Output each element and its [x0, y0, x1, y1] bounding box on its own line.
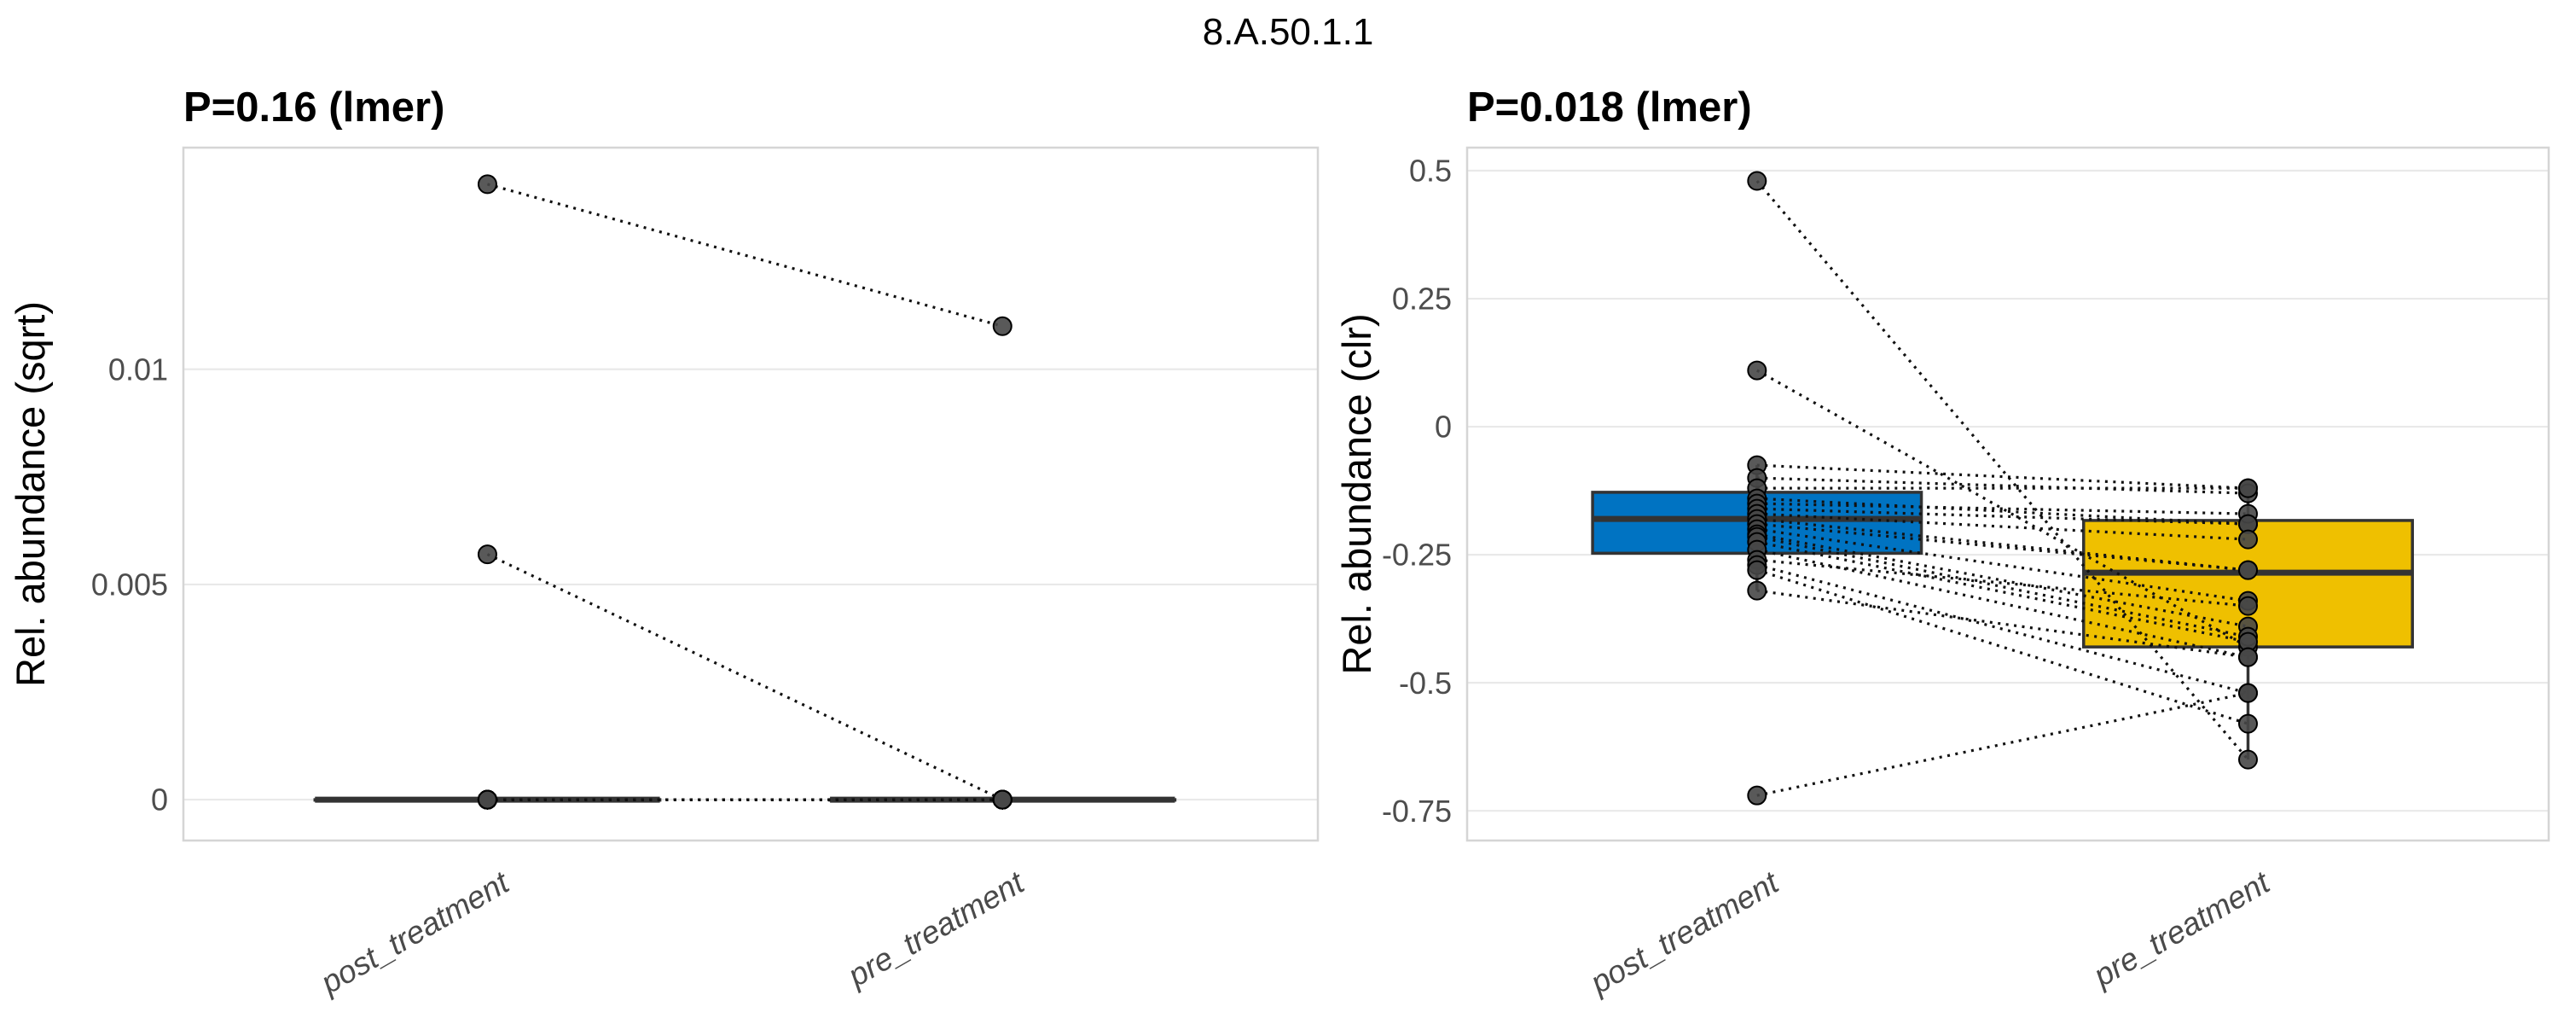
left-panel-title: P=0.16 (lmer) [183, 84, 444, 131]
right-y-axis-title: Rel. abundance (clr) [1334, 313, 1379, 674]
data-point [2237, 713, 2258, 734]
data-point [2237, 749, 2258, 770]
pair-line [1756, 563, 2248, 695]
data-point [1747, 785, 1767, 806]
data-point [2237, 529, 2258, 550]
y-tick-label: -0.5 [1399, 666, 1452, 701]
y-tick-label: 0.01 [108, 352, 168, 387]
left-panel: 0 0.005 0.01 post_treatment pre_treatment [91, 146, 1320, 1001]
panel-border [1465, 146, 2550, 842]
data-point [1747, 360, 1767, 381]
pair-line [1756, 502, 2248, 515]
x-tick-label: post_treatment [314, 864, 516, 1001]
y-tick-label: -0.25 [1382, 538, 1452, 573]
pair-line [487, 183, 1003, 328]
data-point [477, 174, 497, 195]
y-tick-label: 0.005 [91, 567, 168, 602]
data-point [992, 789, 1012, 810]
data-point [2237, 647, 2258, 667]
pair-line [1755, 179, 2249, 761]
x-tick-label: post_treatment [1584, 864, 1786, 1001]
panel-border [182, 146, 1320, 842]
data-point [1747, 171, 1767, 191]
data-point [2237, 560, 2258, 580]
data-point [1747, 580, 1767, 601]
pair-line [1756, 558, 2248, 608]
y-tick-label: 0 [1435, 410, 1452, 445]
data-point [2237, 596, 2258, 616]
x-tick-label: pre_treatment [841, 864, 1030, 994]
pair-line [1756, 517, 2248, 572]
pair-line [1756, 522, 2248, 572]
data-point [992, 316, 1012, 336]
pair-line [486, 553, 1003, 801]
pair-line [1756, 476, 2248, 495]
data-point [2237, 478, 2258, 498]
pair-line [1756, 589, 2248, 659]
y-tick-label: 0 [151, 783, 168, 817]
pair-line [1756, 532, 2248, 628]
y-tick-label: 0.25 [1392, 282, 1452, 317]
data-point [477, 544, 497, 565]
x-tick-label: pre_treatment [2087, 864, 2277, 994]
pair-line [1756, 507, 2248, 526]
pair-line [1756, 527, 2248, 602]
pair-line [1756, 497, 2248, 526]
data-point [2237, 683, 2258, 703]
left-y-axis-title: Rel. abundance (sqrt) [8, 301, 53, 687]
pair-line [1756, 535, 2248, 638]
right-panel-title: P=0.018 (lmer) [1467, 84, 1752, 131]
data-point [477, 789, 497, 810]
pair-line [1756, 691, 2248, 797]
figure-title: 8.A.50.1.1 [1203, 11, 1374, 53]
right-panel: 0.5 0.25 0 -0.25 -0.5 -0.75 post_treatment pre_… [1382, 146, 2550, 1001]
y-tick-label: 0.5 [1409, 154, 1452, 189]
pair-line [1756, 463, 2248, 490]
data-point [1747, 560, 1767, 580]
pair-line [1756, 540, 2248, 643]
pair-line [1756, 512, 2248, 541]
y-tick-label: -0.75 [1382, 794, 1452, 829]
pair-line [1756, 548, 2248, 659]
